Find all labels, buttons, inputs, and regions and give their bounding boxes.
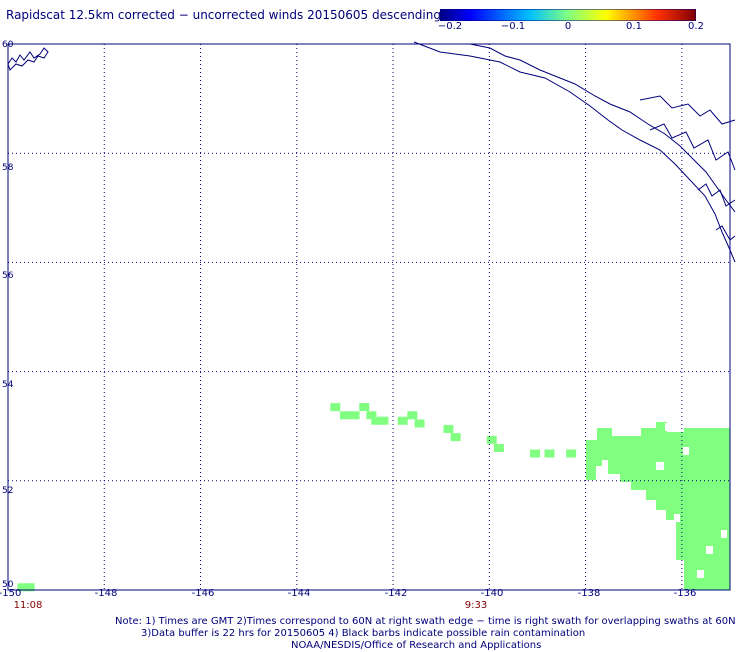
- coastline-alaska-inner: [469, 43, 736, 213]
- lon-label-138: -138: [577, 588, 601, 599]
- swath-gap: [674, 514, 680, 522]
- swath-gap: [706, 546, 713, 554]
- wind-cell: [397, 416, 408, 425]
- coastline: [7, 41, 736, 263]
- wind-cell: [566, 449, 577, 458]
- coastline-south: [697, 183, 736, 207]
- wind-cell: [359, 403, 370, 412]
- wind-cell: [486, 435, 497, 444]
- map-title: Rapidscat 12.5km corrected − uncorrected…: [6, 8, 441, 22]
- coastline-islands: [649, 123, 736, 171]
- swath-gap: [665, 423, 673, 431]
- swath-gap: [683, 447, 689, 455]
- lat-label-54: 54: [2, 380, 14, 390]
- coastline-inlets: [639, 95, 736, 125]
- lon-label-144: -144: [287, 588, 311, 599]
- graticule: [8, 44, 730, 590]
- colorbar-gradient: [440, 9, 696, 21]
- wind-cell: [443, 424, 454, 433]
- footnote-line-3: NOAA/NESDIS/Office of Research and Appli…: [291, 640, 542, 651]
- wind-cell: [366, 411, 377, 420]
- wind-cell: [544, 449, 555, 458]
- coastline-west: [7, 47, 49, 71]
- swath-gap: [656, 462, 664, 470]
- lon-label-146: -146: [191, 588, 215, 599]
- wind-cell: [450, 433, 461, 442]
- wind-cell: [530, 449, 541, 458]
- colorbar-label-high: 0.1: [626, 21, 642, 32]
- wind-cell: [349, 411, 360, 420]
- wind-data-cells: [17, 403, 577, 592]
- lon-label-140: -140: [480, 588, 504, 599]
- colorbar-label-low: −0.1: [500, 21, 526, 32]
- footnote-line-2: 3)Data buffer is 22 hrs for 20150605 4) …: [141, 628, 586, 639]
- swath-gap: [721, 530, 727, 538]
- lat-label-58: 58: [2, 163, 14, 173]
- time-label-left: 11:08: [13, 600, 43, 611]
- lon-label-150: -150: [0, 588, 22, 599]
- wind-cell: [339, 411, 350, 420]
- lon-label-148: -148: [94, 588, 118, 599]
- colorbar: [440, 9, 696, 21]
- wind-cell: [414, 419, 425, 428]
- wind-cell: [17, 583, 28, 592]
- wind-cell: [378, 416, 389, 425]
- lat-label-50: 50: [2, 580, 14, 590]
- plot-frame: [7, 43, 731, 591]
- swath-block: [586, 422, 730, 590]
- lat-label-56: 56: [2, 271, 14, 281]
- lon-label-142: -142: [384, 588, 408, 599]
- lat-label-60: 60: [2, 40, 14, 50]
- wind-cell: [330, 403, 341, 412]
- footnote-line-1: Note: 1) Times are GMT 2)Times correspon…: [115, 616, 736, 627]
- swath-block-fill: [586, 422, 730, 590]
- coastline-alaska: [413, 41, 736, 263]
- wind-cell: [24, 583, 35, 592]
- swath-edge-cell: [586, 472, 594, 480]
- colorbar-label-max: 0.2: [688, 21, 704, 32]
- wind-cell: [493, 444, 504, 453]
- colorbar-label-zero: 0: [564, 21, 572, 32]
- lat-label-52: 52: [2, 486, 14, 496]
- swath-gap: [697, 570, 704, 578]
- coastline-tip: [715, 225, 736, 241]
- wind-cell: [371, 416, 382, 425]
- time-label-right: 9:33: [464, 600, 488, 611]
- swath-gap: [602, 460, 608, 466]
- lon-label-136: -136: [673, 588, 697, 599]
- colorbar-label-min: −0.2: [437, 21, 463, 32]
- wind-cell: [407, 411, 418, 420]
